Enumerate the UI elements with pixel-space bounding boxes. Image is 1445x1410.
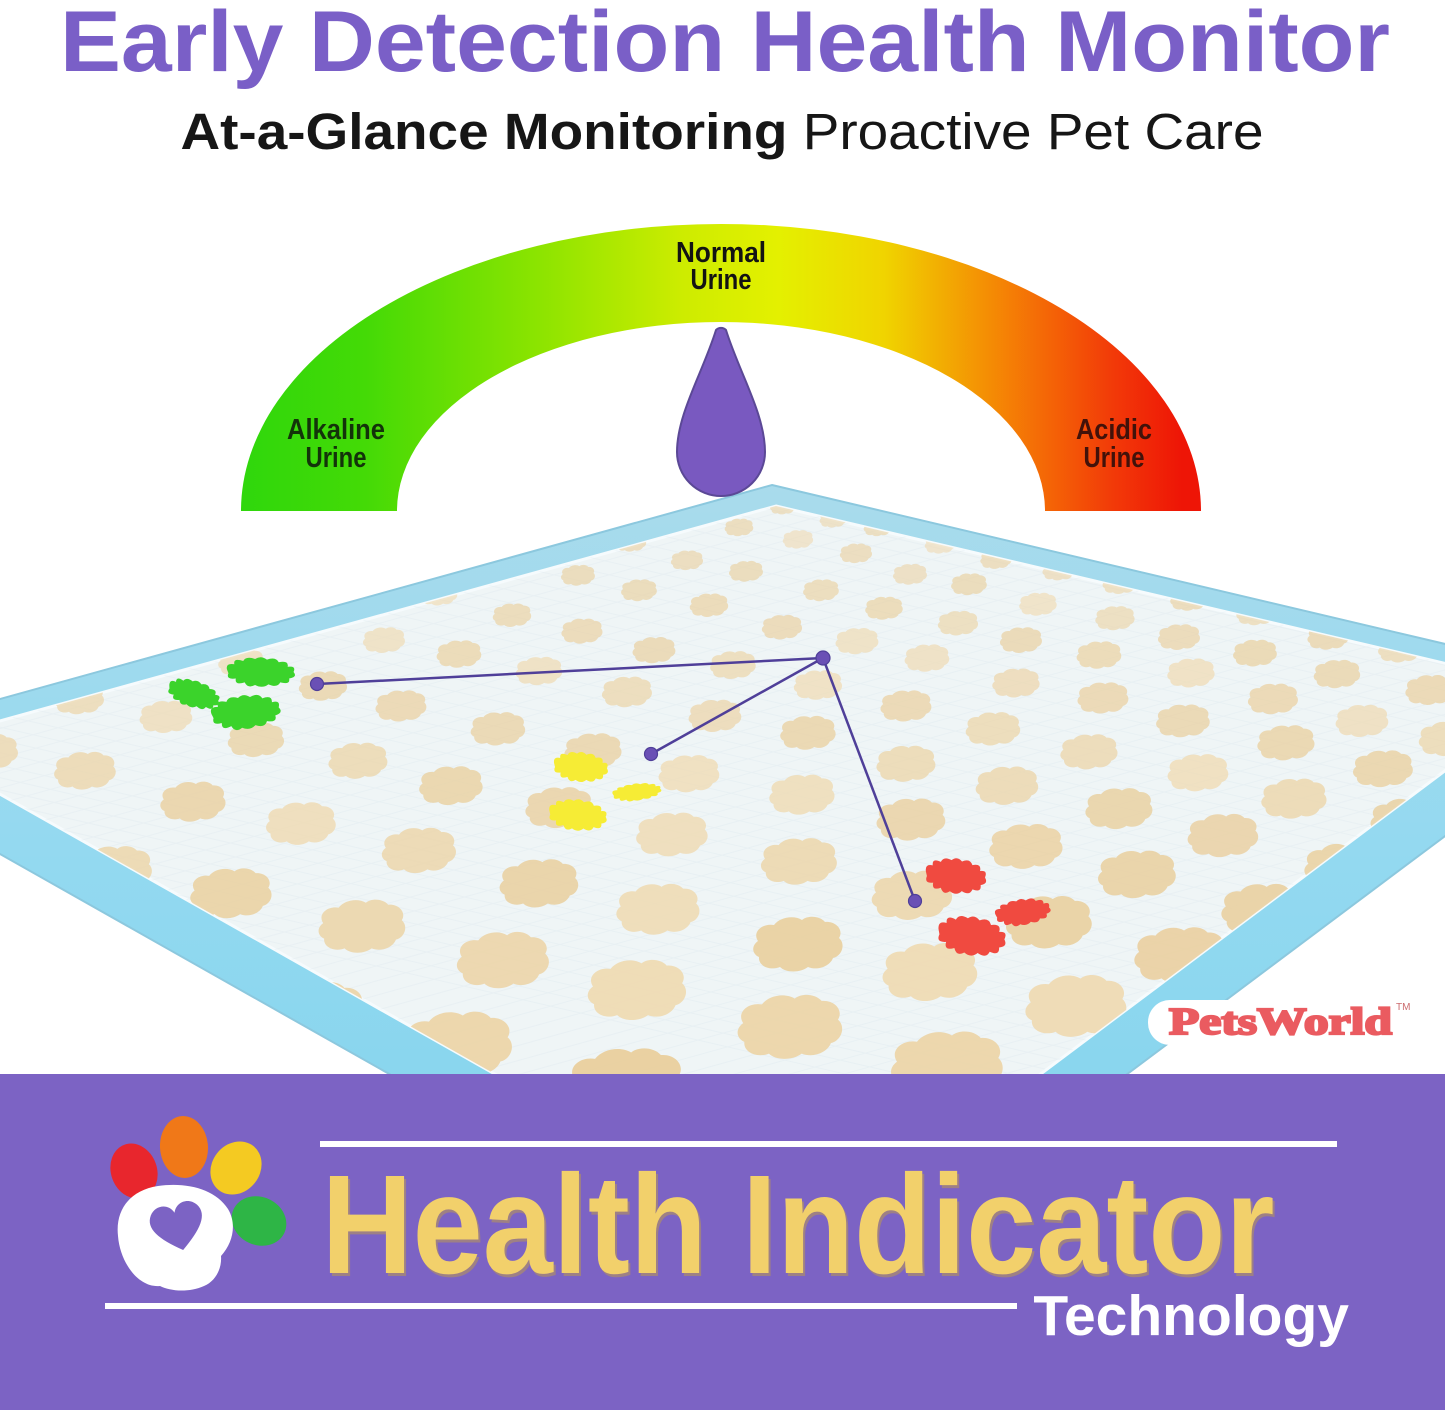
svg-text:Early Detection Health Monitor: Early Detection Health Monitor	[60, 0, 1390, 90]
svg-text:Health Indicator: Health Indicator	[322, 1145, 1275, 1303]
svg-text:At-a-Glance Monitoring Proacti: At-a-Glance Monitoring Proactive Pet Car…	[181, 103, 1264, 160]
svg-text:Alkaline: Alkaline	[287, 414, 385, 446]
svg-text:Urine: Urine	[691, 264, 752, 296]
svg-text:Urine: Urine	[306, 442, 367, 474]
svg-text:TM: TM	[1396, 1002, 1410, 1013]
svg-text:Technology: Technology	[1033, 1284, 1349, 1348]
svg-text:Acidic: Acidic	[1076, 414, 1152, 446]
svg-text:Normal: Normal	[676, 237, 766, 269]
svg-text:Health Indicator: Health Indicator	[324, 1148, 1277, 1306]
svg-text:PetsWorld: PetsWorld	[1169, 1001, 1392, 1043]
svg-text:Urine: Urine	[1084, 442, 1145, 474]
